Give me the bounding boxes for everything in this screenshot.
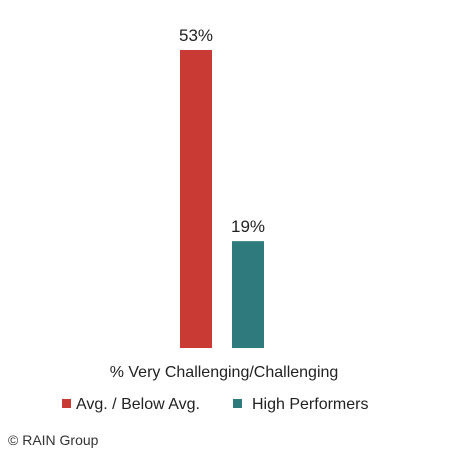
legend-label-high-performers: High Performers [252, 396, 368, 413]
data-label-avg-below-avg: 53% [179, 26, 213, 45]
bar-high-performers [232, 241, 264, 348]
x-axis-label: % Very Challenging/Challenging [110, 364, 339, 381]
legend-label-avg-below-avg: Avg. / Below Avg. [76, 396, 200, 413]
value-labels-layer: 53% 19% [179, 26, 265, 236]
bar-avg-below-avg [180, 50, 212, 348]
legend: Avg. / Below Avg. High Performers [62, 396, 368, 413]
bars-layer [180, 50, 264, 348]
legend-swatch-high-performers [233, 399, 242, 408]
legend-swatch-avg-below-avg [62, 399, 71, 408]
copyright-footer: © RAIN Group [8, 432, 99, 448]
data-label-high-performers: 19% [231, 217, 265, 236]
